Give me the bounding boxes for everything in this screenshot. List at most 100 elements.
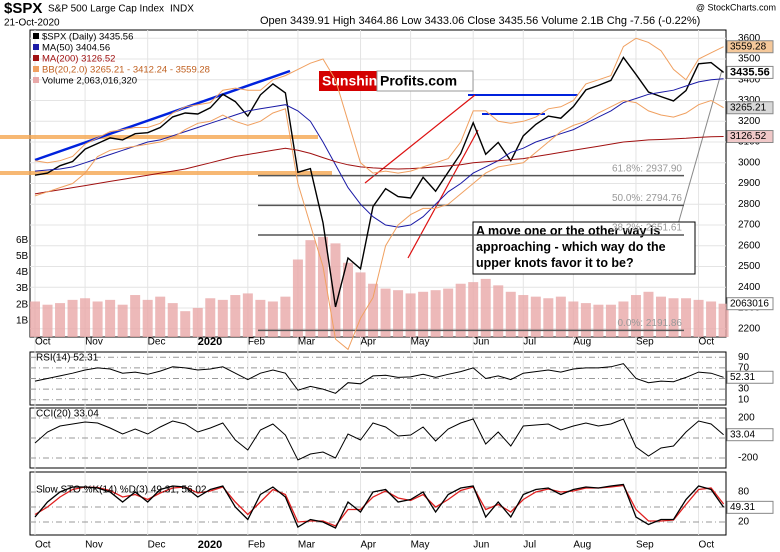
volume-tick-label: 5B — [16, 251, 29, 262]
value-marker — [726, 428, 774, 442]
volume-bar — [480, 278, 491, 337]
y-tick-label: 3600 — [738, 33, 761, 44]
exchange: INDX — [170, 4, 194, 15]
y-tick-label: 2800 — [738, 199, 761, 210]
volume-bar — [255, 299, 266, 337]
x-tick-label-bottom: Apr — [361, 540, 377, 551]
x-tick-label-bottom: Jun — [473, 540, 489, 551]
volume-bar — [167, 303, 178, 337]
logo-box — [376, 70, 474, 92]
x-tick-label-bottom: Aug — [573, 540, 591, 551]
volume-bar — [668, 298, 679, 337]
value-marker — [726, 297, 774, 311]
volume-bar — [455, 283, 466, 337]
y-tick-label: 30 — [738, 384, 750, 395]
volume-bar — [443, 288, 454, 337]
volume-tick-label: 3B — [16, 283, 29, 294]
volume-tick-label: 4B — [16, 267, 29, 278]
value-marker-label: 2063016 — [730, 298, 769, 309]
logo-right: Profits.com — [380, 73, 457, 89]
volume-bar — [305, 240, 316, 337]
volume-bar — [393, 290, 404, 337]
volume-bar — [530, 296, 541, 337]
y-tick-label: 2500 — [738, 261, 761, 272]
volume-bar — [693, 299, 704, 337]
volume-bar — [580, 303, 591, 337]
legend-swatch — [33, 55, 39, 61]
volume-bar — [343, 262, 353, 337]
legend-swatch — [33, 44, 39, 50]
value-marker — [726, 101, 774, 115]
x-tick-label: Aug — [573, 337, 591, 348]
panel-title: RSI(14) 52.31 — [36, 353, 99, 364]
y-tick-label: 20 — [738, 517, 750, 528]
value-marker-label: 3126.52 — [730, 131, 767, 142]
volume-bar — [605, 304, 616, 337]
x-tick-label: Sep — [636, 337, 654, 348]
value-marker — [726, 130, 774, 144]
y-tick-label: 10 — [738, 394, 750, 405]
fib-label: 0.0%: 2191.86 — [618, 318, 683, 329]
volume-bar — [92, 301, 103, 337]
x-tick-label-bottom: Feb — [248, 540, 266, 551]
volume-bar — [380, 288, 391, 337]
legend-swatch — [33, 77, 39, 83]
y-tick-label: 3200 — [738, 116, 761, 127]
volume-bar — [155, 296, 166, 337]
y-tick-label: 2200 — [738, 323, 761, 334]
volume-bar — [468, 282, 479, 337]
volume-bar — [242, 293, 253, 337]
y-tick-label: 70 — [738, 363, 750, 374]
trend-line — [34, 69, 291, 162]
x-tick-label: Jul — [523, 337, 536, 348]
trend-line — [407, 129, 479, 259]
y-tick-label: 2700 — [738, 220, 761, 231]
symbol: $SPX — [4, 0, 42, 17]
volume-bar — [593, 304, 604, 337]
legend-swatch — [33, 66, 39, 72]
fib-label: 61.8%: 2937.90 — [612, 163, 682, 174]
source: @ StockCharts.com — [696, 2, 776, 12]
value-marker — [726, 40, 774, 54]
x-tick-label-bottom: Nov — [85, 540, 103, 551]
volume-bar — [230, 295, 241, 337]
sto-line — [34, 484, 725, 527]
value-marker-label: 33.04 — [730, 429, 755, 440]
legend-label: MA(200) 3126.52 — [42, 54, 115, 65]
volume-bar — [618, 301, 629, 337]
x-tick-label-bottom: Oct — [35, 540, 51, 551]
legend-label: Volume 2,063,016,320 — [42, 76, 137, 87]
volume-tick-label: 6B — [16, 235, 29, 246]
volume-bar — [192, 307, 203, 337]
x-tick-label-bottom: 2020 — [198, 539, 222, 551]
sto-panel — [29, 471, 727, 536]
volume-bar — [355, 272, 366, 337]
x-tick-label: May — [411, 337, 430, 348]
fib-label: 38.2%: 2651.61 — [612, 223, 682, 234]
overlay — [30, 30, 729, 535]
x-tick-label: Oct — [699, 337, 715, 348]
volume-bar — [718, 303, 729, 337]
volume-bar — [430, 290, 441, 337]
volume-bar — [180, 311, 191, 337]
volume-bar — [42, 304, 53, 337]
x-tick-label-bottom: May — [411, 540, 430, 551]
volume-bar — [368, 283, 379, 337]
value-marker-label: 3265.21 — [730, 102, 767, 113]
value-marker — [726, 65, 774, 79]
logo-left: Sunshine — [322, 73, 385, 89]
y-tick-label: 90 — [738, 352, 750, 363]
x-tick-label: Dec — [148, 337, 166, 348]
price-line — [34, 78, 724, 228]
y-tick-label: -200 — [738, 453, 758, 464]
volume-bar — [405, 293, 416, 337]
ohlc: Open 3439.91 High 3464.86 Low 3433.06 Cl… — [260, 15, 700, 27]
volume-bar — [267, 301, 278, 337]
volume-bar — [505, 291, 516, 337]
legend-swatch — [33, 33, 39, 39]
annotation-box — [472, 221, 696, 275]
y-tick-label: 3000 — [738, 157, 761, 168]
volume-bar — [30, 301, 40, 337]
x-tick-label-bottom: Jul — [523, 540, 536, 551]
